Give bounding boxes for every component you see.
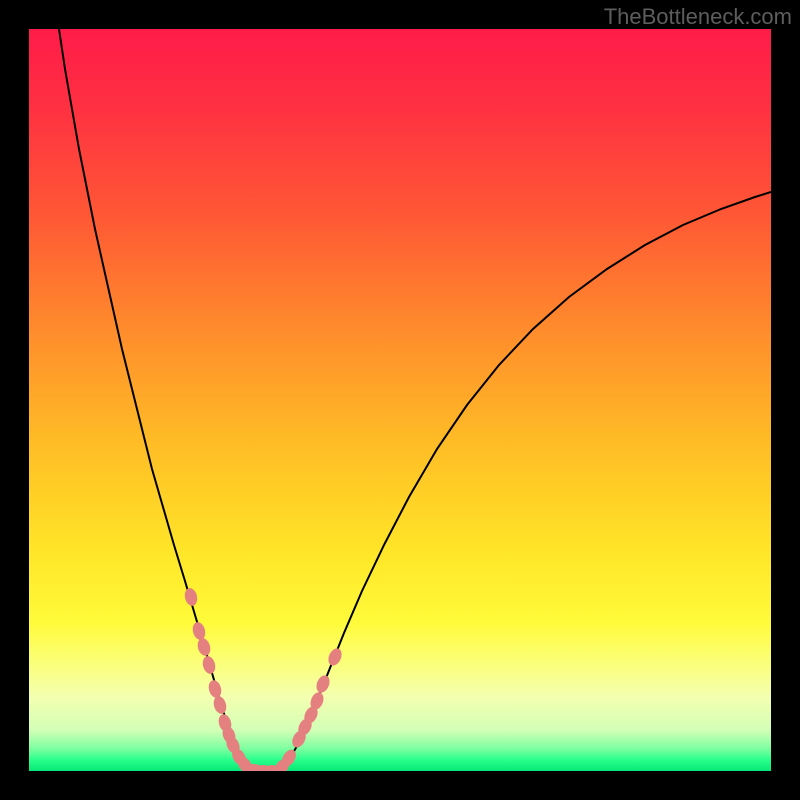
watermark-text: TheBottleneck.com — [604, 4, 792, 30]
plot-region — [29, 29, 771, 771]
data-markers — [183, 587, 344, 771]
bottleneck-curve-left — [59, 29, 252, 770]
chart-outer-frame: TheBottleneck.com — [0, 0, 800, 800]
curve-layer — [29, 29, 771, 771]
bottleneck-curve-right — [279, 192, 771, 770]
data-marker — [183, 587, 199, 607]
data-marker — [201, 655, 217, 675]
data-marker — [207, 679, 223, 700]
data-marker — [191, 621, 207, 641]
data-marker — [196, 637, 213, 658]
data-marker — [326, 646, 344, 667]
data-marker — [314, 673, 332, 694]
data-marker — [212, 695, 229, 716]
